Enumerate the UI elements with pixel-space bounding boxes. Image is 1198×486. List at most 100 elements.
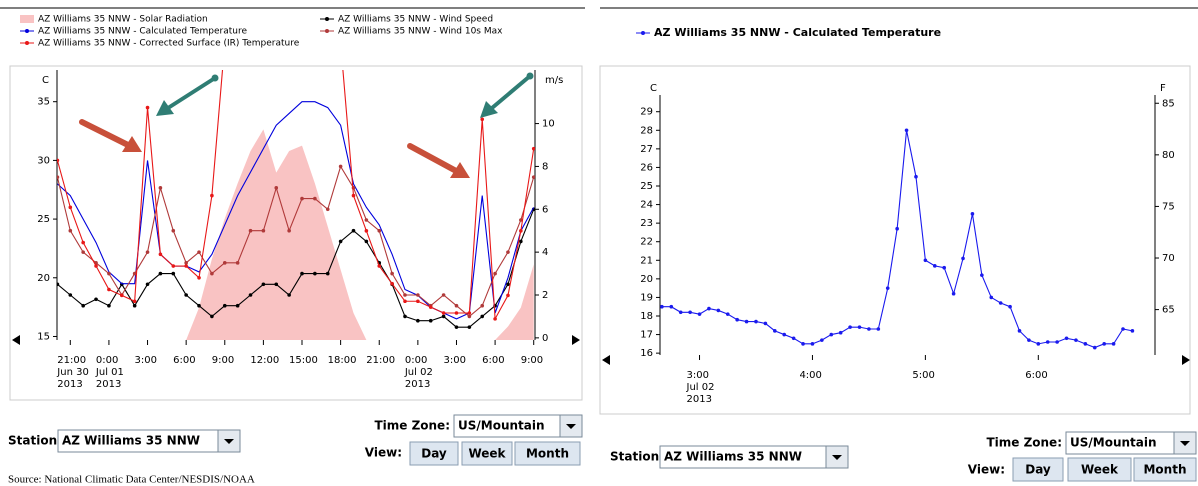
scroll-left[interactable] xyxy=(12,335,20,345)
marker xyxy=(364,218,369,222)
marker xyxy=(158,252,163,257)
arrow-head xyxy=(450,162,470,178)
marker xyxy=(838,330,843,335)
view-button[interactable]: Day xyxy=(1012,457,1064,482)
y-tick-label: 23 xyxy=(640,218,653,229)
y2-tick-label: 65 xyxy=(1162,305,1175,316)
dropdown-value: AZ Williams 35 NNW xyxy=(664,450,802,464)
x-tick-label: 9:00 xyxy=(521,355,543,366)
marker xyxy=(197,303,201,308)
marker xyxy=(519,229,523,233)
marker xyxy=(467,314,472,319)
dropdown-arrow xyxy=(1180,441,1190,446)
marker xyxy=(707,306,711,311)
dropdown-value: US/Mountain xyxy=(458,419,545,433)
marker xyxy=(390,271,394,276)
x-tick-label: Jul 02 xyxy=(686,382,715,393)
x-tick-label: 0:00 xyxy=(405,355,427,366)
marker xyxy=(184,264,188,268)
arrow xyxy=(166,76,217,110)
station-select[interactable]: AZ Williams 35 NNW xyxy=(57,429,241,453)
marker xyxy=(300,271,304,276)
marker xyxy=(119,293,124,298)
marker xyxy=(961,256,965,261)
view-button[interactable]: Month xyxy=(514,441,581,466)
marker xyxy=(403,314,407,319)
button-face xyxy=(1133,457,1197,482)
marker xyxy=(773,329,777,333)
marker xyxy=(697,312,702,316)
x-tick-label: 15:00 xyxy=(289,355,318,366)
x-tick-label: 3:00 xyxy=(135,355,157,366)
marker xyxy=(235,261,240,265)
x-tick-label: Jun 30 xyxy=(56,367,89,378)
marker xyxy=(1064,336,1069,341)
station-label: Station: xyxy=(610,450,664,464)
marker xyxy=(351,228,356,233)
marker xyxy=(519,239,523,244)
marker xyxy=(531,175,535,179)
y2-tick-label: 70 xyxy=(1162,253,1175,264)
marker xyxy=(678,310,683,315)
marker xyxy=(820,338,824,342)
marker xyxy=(895,226,899,231)
marker xyxy=(57,158,60,163)
y-tick-label: 29 xyxy=(640,107,653,118)
view-button[interactable]: Day xyxy=(409,441,459,466)
y-tick-label: 24 xyxy=(640,200,653,211)
marker xyxy=(506,293,510,298)
timezone-select[interactable]: US/Mountain xyxy=(453,414,583,438)
marker xyxy=(829,332,834,337)
chart: C F 16 17 18 19 20 21 22 23 24 25 26 27 28 29 65 70 75 80 85… xyxy=(636,26,1175,405)
marker xyxy=(531,146,535,151)
dropdown-value: AZ Williams 35 NNW xyxy=(62,434,200,448)
marker xyxy=(377,264,382,268)
marker xyxy=(210,193,214,198)
dropdown-arrow xyxy=(832,455,842,460)
marker xyxy=(1111,342,1116,346)
marker xyxy=(1017,329,1022,333)
marker xyxy=(222,261,227,265)
marker xyxy=(338,164,343,169)
annotations xyxy=(79,72,534,178)
marker xyxy=(1036,342,1041,346)
marker xyxy=(171,228,176,233)
marker xyxy=(441,311,446,315)
y2-tick-label: 8 xyxy=(542,161,548,172)
view-button[interactable]: Month xyxy=(1133,457,1197,482)
marker xyxy=(1074,338,1078,342)
scroll-left[interactable] xyxy=(602,355,610,365)
arrow-tail xyxy=(211,74,219,82)
y-tick-label: 35 xyxy=(37,97,50,108)
scroll-right[interactable] xyxy=(1182,355,1190,365)
view-button[interactable]: Week xyxy=(461,441,513,466)
scroll-right[interactable] xyxy=(572,335,580,345)
y-axis-label: C xyxy=(42,75,49,86)
view-button[interactable]: Week xyxy=(1067,457,1132,482)
marker xyxy=(248,228,253,233)
marker xyxy=(428,305,433,309)
marker xyxy=(145,105,150,110)
y-tick-label: 26 xyxy=(640,162,653,173)
station-select[interactable]: AZ Williams 35 NNW xyxy=(659,445,849,469)
marker xyxy=(1130,329,1135,333)
marker xyxy=(660,304,664,309)
y2-tick-label: 75 xyxy=(1162,201,1175,212)
y-tick-label: 22 xyxy=(640,237,653,248)
marker xyxy=(669,304,674,309)
marker xyxy=(1055,340,1059,344)
marker xyxy=(506,282,510,287)
button-face xyxy=(461,441,513,466)
marker xyxy=(107,271,111,276)
area xyxy=(57,129,534,340)
y-axis-label: C xyxy=(650,83,657,94)
arrow xyxy=(407,143,461,175)
button-label: Week xyxy=(468,447,506,461)
marker xyxy=(339,41,343,45)
marker xyxy=(480,117,485,122)
timezone-select[interactable]: US/Mountain xyxy=(1065,431,1197,455)
marker xyxy=(184,261,188,265)
y-tick-label: 18 xyxy=(640,311,653,322)
marker xyxy=(248,293,253,297)
